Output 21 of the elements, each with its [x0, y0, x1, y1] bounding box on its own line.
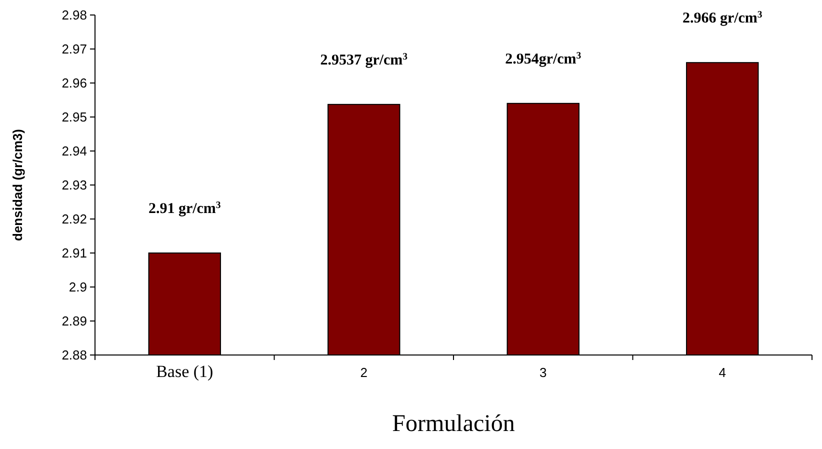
- data-label: 2.91 gr/cm$^{3}$: [148, 200, 221, 217]
- x-tick-label: 2: [360, 365, 368, 380]
- x-tick-label: 4: [718, 365, 726, 380]
- y-tick-label: 2.97: [62, 42, 87, 57]
- y-tick-label: 2.89: [62, 314, 87, 329]
- y-tick-label: 2.96: [62, 76, 87, 91]
- y-tick-label: 2.94: [62, 144, 87, 159]
- y-tick-label: 2.92: [62, 212, 87, 227]
- y-tick-label: 2.9: [68, 280, 87, 295]
- data-label: 2.9537 gr/cm$^{3}$: [320, 50, 408, 68]
- x-tick-label: Base (1): [156, 362, 214, 381]
- data-label: 2.954gr/cm$^{3}$: [505, 50, 582, 68]
- y-axis-title: densidad (gr/cm3): [10, 129, 25, 241]
- y-tick-label: 2.95: [62, 110, 87, 125]
- y-tick-label: 2.91: [62, 246, 87, 261]
- y-tick-label: 2.98: [62, 8, 87, 23]
- data-label: 2.966 gr/cm$^{3}$: [682, 9, 762, 27]
- y-tick-label: 2.88: [62, 348, 87, 363]
- x-tick-label: 3: [540, 365, 547, 380]
- y-tick-label: 2.93: [62, 178, 87, 193]
- x-axis-title: Formulación: [392, 411, 515, 437]
